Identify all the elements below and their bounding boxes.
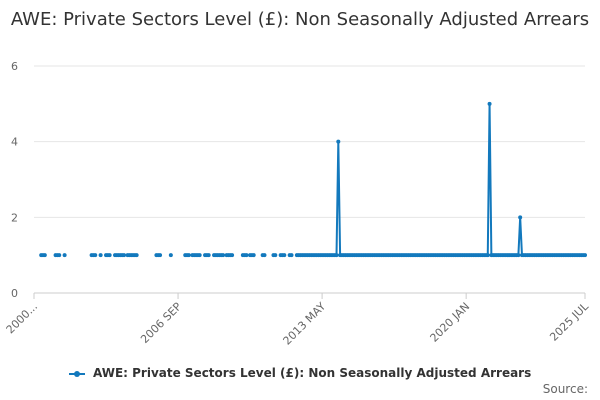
x-tick-label: 2006 SEP xyxy=(138,300,184,346)
data-point xyxy=(516,253,521,258)
data-point xyxy=(93,253,98,258)
data-point xyxy=(221,253,226,258)
data-point xyxy=(336,139,341,144)
y-tick-label: 6 xyxy=(11,60,18,73)
gridlines xyxy=(34,65,585,294)
data-point xyxy=(158,253,163,258)
data-point xyxy=(230,253,235,258)
data-point xyxy=(122,253,127,258)
legend-swatch xyxy=(68,370,85,377)
data-point xyxy=(134,253,139,258)
data-point xyxy=(487,101,492,106)
chart-title: AWE: Private Sectors Level (£): Non Seas… xyxy=(10,9,590,30)
data-point xyxy=(42,253,47,258)
data-point xyxy=(282,253,287,258)
y-tick-label: 2 xyxy=(11,211,18,224)
y-axis: 0 2 4 6 xyxy=(11,60,18,300)
data-point xyxy=(262,253,267,258)
y-tick-label: 4 xyxy=(11,136,18,149)
x-tick-label: 2013 MAY xyxy=(281,300,329,348)
legend[interactable]: AWE: Private Sectors Level (£): Non Seas… xyxy=(0,366,600,380)
data-point xyxy=(107,253,112,258)
data-point xyxy=(485,253,490,258)
x-axis: 2000... 2006 SEP 2013 MAY 2020 JAN 2025 JUL xyxy=(4,293,592,348)
data-point xyxy=(289,253,294,258)
data-point xyxy=(98,253,103,258)
data-point xyxy=(583,253,587,258)
data-point xyxy=(518,215,523,220)
data-point xyxy=(168,253,173,258)
data-point xyxy=(244,253,249,258)
x-tick-label: 2020 JAN xyxy=(428,300,473,345)
data-point xyxy=(186,253,191,258)
series-group xyxy=(39,101,587,258)
data-point xyxy=(251,253,256,258)
source-credit[interactable]: Source: xyxy=(542,382,588,396)
y-tick-label: 0 xyxy=(11,287,18,300)
data-point xyxy=(57,253,62,258)
series-line xyxy=(296,102,585,257)
x-tick-label: 2000... xyxy=(4,300,40,336)
data-point xyxy=(197,253,202,258)
data-point xyxy=(62,253,67,258)
x-tick-label: 2025 JUL xyxy=(547,299,591,343)
data-point xyxy=(273,253,278,258)
data-point xyxy=(206,253,211,258)
legend-label: AWE: Private Sectors Level (£): Non Seas… xyxy=(92,366,532,380)
data-point xyxy=(334,253,339,258)
